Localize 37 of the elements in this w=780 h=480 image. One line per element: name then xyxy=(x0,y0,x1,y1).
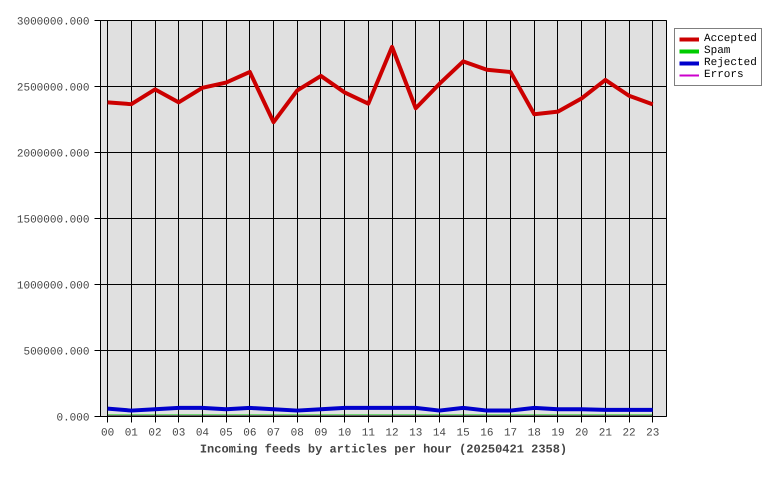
x-tick-label: 09 xyxy=(314,428,328,440)
x-tick-label: 01 xyxy=(124,428,138,440)
x-tick-label: 12 xyxy=(385,428,399,440)
x-tick-label: 23 xyxy=(646,428,660,440)
x-tick-label: 07 xyxy=(266,428,280,440)
x-tick-label: 10 xyxy=(338,428,352,440)
x-tick-label: 17 xyxy=(504,428,518,440)
x-tick-label: 19 xyxy=(551,428,565,440)
x-tick-label: 14 xyxy=(432,428,446,440)
x-tick-label: 15 xyxy=(456,428,470,440)
x-tick-label: 11 xyxy=(362,428,376,440)
y-tick-label: 500000.000 xyxy=(23,346,90,358)
y-tick-label: 3000000.000 xyxy=(16,16,90,28)
y-tick-label: 1000000.000 xyxy=(16,280,90,292)
x-tick-label: 03 xyxy=(172,428,186,440)
x-tick-label: 16 xyxy=(480,428,494,440)
y-tick-label: 1500000.000 xyxy=(16,214,90,226)
x-tick-label: 22 xyxy=(622,428,636,440)
x-tick-label: 05 xyxy=(220,428,233,440)
y-tick-label: 0.000 xyxy=(56,412,90,424)
x-tick-label: 08 xyxy=(290,428,304,440)
y-tick-label: 2500000.000 xyxy=(16,82,90,94)
legend-label: Errors xyxy=(704,69,744,81)
y-tick-label: 2000000.000 xyxy=(16,148,90,160)
x-axis-title: Incoming feeds by articles per hour (20250421 2358) xyxy=(200,442,568,456)
legend-label: Spam xyxy=(704,45,730,57)
x-tick-label: 13 xyxy=(409,428,422,440)
x-tick-label: 20 xyxy=(575,428,588,440)
x-tick-label: 02 xyxy=(148,428,162,440)
x-tick-label: 00 xyxy=(101,428,114,440)
x-tick-label: 06 xyxy=(243,428,256,440)
legend-label: Rejected xyxy=(704,57,757,69)
x-tick-label: 18 xyxy=(528,428,541,440)
x-tick-label: 04 xyxy=(196,428,210,440)
legend-label: Accepted xyxy=(704,33,757,45)
line-series xyxy=(106,44,655,124)
x-tick-label: 21 xyxy=(598,428,612,440)
